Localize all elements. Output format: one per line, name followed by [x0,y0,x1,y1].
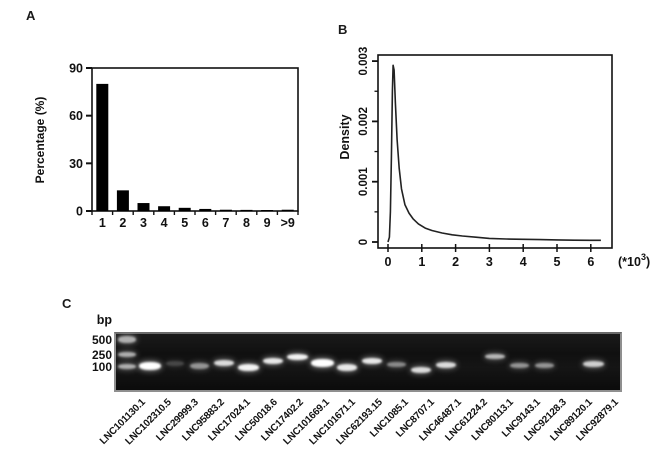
bar [158,206,171,211]
x-tick-label: 6 [587,255,594,269]
x-tick-label: 4 [161,216,168,230]
x-tick-label: 2 [119,216,126,230]
gel-band [509,362,529,368]
gel-image [114,332,622,392]
gel-band [287,354,309,360]
bar [199,208,212,211]
bar [178,207,191,211]
y-tick-label: 30 [69,157,83,171]
bp-marker-250: 250 [91,348,112,362]
bar [116,190,129,211]
gel-band [165,360,184,366]
ladder-band-100 [118,363,136,369]
x-tick-label: 0 [385,255,392,269]
x-tick-label: 4 [520,255,527,269]
gel-band [263,358,284,364]
gel-band [361,358,382,364]
gel-band [534,362,554,368]
ladder-band-500 [118,335,136,343]
x-tick-label: 9 [264,216,271,230]
x-tick-label: 3 [486,255,493,269]
x-tick-label: 8 [243,216,250,230]
panel-b-label: B [338,22,348,37]
x-tick-label: 5 [554,255,561,269]
gel-band [189,363,209,369]
density-line-plot: 0 0.001 0.002 0.003 0 1 2 3 4 5 6 Density (*103) [338,47,650,269]
bar [219,209,232,211]
gel-band [582,361,604,367]
bar [96,83,109,211]
ladder-band-250 [118,351,136,357]
bar [240,209,253,211]
y-tick-label: 0.001 [358,167,370,196]
panel-c-label: C [62,296,72,311]
gel-band [410,367,431,373]
bar [137,203,150,211]
y-tick-label: 90 [69,62,83,76]
lane-label: LNC101130.1 [97,397,148,447]
bar [281,209,294,211]
gel-band [139,362,161,370]
y-tick-label: 0 [76,205,83,219]
y-tick-label: 0.002 [358,107,370,136]
gel-band [484,353,505,359]
gel-band [238,363,260,371]
bar-chart-percentage: 0 30 60 90 1 2 3 4 5 6 7 8 9 >9 Percentage (%) [33,62,299,230]
gel-band [386,361,406,367]
x-tick-label: 1 [99,216,106,230]
x-tick-label: 6 [202,216,209,230]
bp-marker-100: 100 [91,360,112,374]
bar [261,210,274,211]
bp-marker-500: 500 [91,333,112,347]
density-curve [387,64,601,243]
y-tick-label: 0 [358,239,370,245]
panel-a-label: A [26,8,36,23]
x-tick-label: 7 [222,216,229,230]
plot-frame [91,67,299,212]
y-tick-label: 60 [69,109,83,123]
x-tick-label: 5 [181,216,188,230]
x-unit-label: (*103) [618,252,650,269]
x-tick-label: 3 [140,216,147,230]
y-tick-label: 0.003 [358,47,370,76]
y-axis-title: Percentage (%) [33,97,47,184]
x-tick-label: 1 [418,255,425,269]
x-tick-label: 2 [452,255,459,269]
gel-band [337,363,358,371]
gel-band [435,362,456,368]
gel-band [213,360,234,366]
gel-band [310,359,334,367]
x-tick-label: >9 [281,216,295,230]
y-axis-title: Density [338,114,352,159]
bp-unit-label: bp [96,313,112,327]
